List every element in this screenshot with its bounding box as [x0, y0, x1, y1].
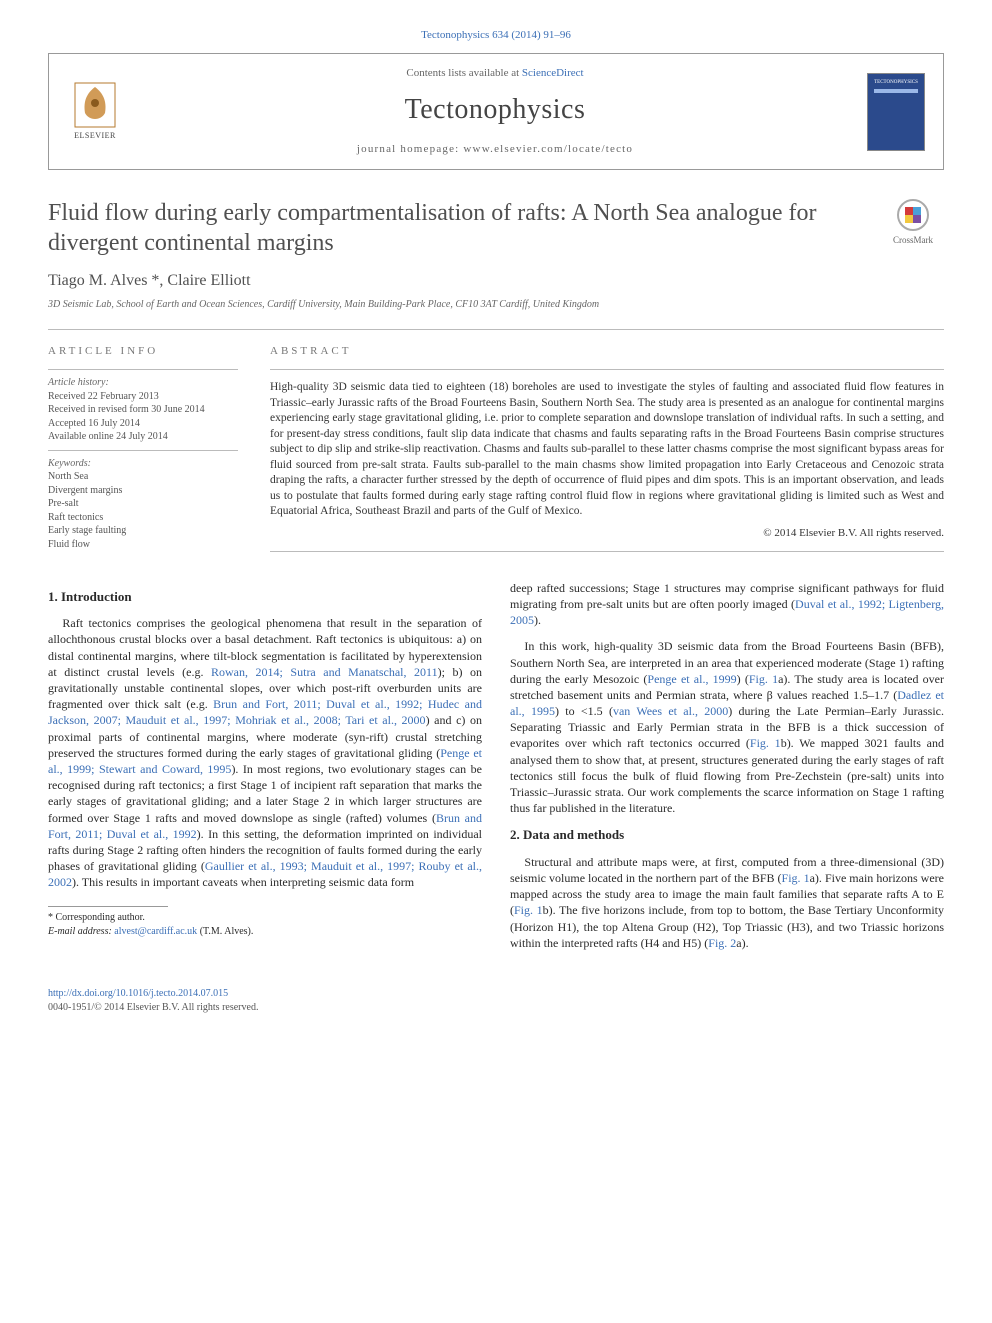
figure-link[interactable]: Fig. 1	[749, 672, 778, 686]
corr-email-line: E-mail address: alvest@cardiff.ac.uk (T.…	[48, 925, 482, 939]
keywords-label: Keywords:	[48, 457, 238, 471]
issn-line: 0040-1951/© 2014 Elsevier B.V. All right…	[48, 1002, 258, 1013]
crossmark-label: CrossMark	[893, 234, 933, 246]
history-online: Available online 24 July 2014	[48, 430, 238, 444]
corr-email-link[interactable]: alvest@cardiff.ac.uk	[114, 926, 197, 937]
intro-paragraph-2: In this work, high-quality 3D seismic da…	[510, 638, 944, 816]
citation-link[interactable]: Penge et al., 1999	[647, 672, 736, 686]
elsevier-logo: ELSEVIER	[67, 80, 123, 144]
abstract-heading: abstract	[270, 344, 944, 359]
corr-author-line: * Corresponding author.	[48, 911, 482, 925]
article-title: Fluid flow during early compartmentalisa…	[48, 198, 882, 258]
elsevier-text: ELSEVIER	[74, 131, 116, 142]
article-info: article info Article history: Received 2…	[48, 344, 238, 551]
corresponding-author-footnote: * Corresponding author. E-mail address: …	[48, 906, 482, 938]
section-heading-methods: 2. Data and methods	[510, 826, 944, 844]
page-footer: http://dx.doi.org/10.1016/j.tecto.2014.0…	[48, 987, 944, 1014]
keyword: Fluid flow	[48, 538, 238, 552]
journal-header: ELSEVIER Contents lists available at Sci…	[48, 53, 944, 170]
history-received: Received 22 February 2013	[48, 390, 238, 404]
body-columns: 1. Introduction Raft tectonics comprises…	[48, 580, 944, 961]
authors: Tiago M. Alves *, Claire Elliott	[48, 270, 944, 292]
journal-cover-thumb: TECTONOPHYSICS	[867, 73, 925, 151]
section-heading-intro: 1. Introduction	[48, 588, 482, 606]
keyword: Pre-salt	[48, 497, 238, 511]
journal-homepage: journal homepage: www.elsevier.com/locat…	[123, 142, 867, 157]
intro-paragraph-1: Raft tectonics comprises the geological …	[48, 615, 482, 890]
crossmark-badge[interactable]: CrossMark	[882, 198, 944, 246]
citation-line: Tectonophysics 634 (2014) 91–96	[48, 28, 944, 43]
doi-link[interactable]: http://dx.doi.org/10.1016/j.tecto.2014.0…	[48, 988, 228, 999]
citation-link[interactable]: Rowan, 2014; Sutra and Manatschal, 2011	[211, 665, 438, 679]
keyword: North Sea	[48, 470, 238, 484]
figure-link[interactable]: Fig. 1	[750, 736, 781, 750]
abstract-copyright: © 2014 Elsevier B.V. All rights reserved…	[270, 526, 944, 541]
keyword: Early stage faulting	[48, 524, 238, 538]
intro-bridge: deep rafted successions; Stage 1 structu…	[510, 580, 944, 629]
history-accepted: Accepted 16 July 2014	[48, 417, 238, 431]
contents-available: Contents lists available at ScienceDirec…	[123, 66, 867, 81]
methods-paragraph-1: Structural and attribute maps were, at f…	[510, 854, 944, 951]
history-label: Article history:	[48, 376, 238, 390]
figure-link[interactable]: Fig. 2	[708, 936, 736, 950]
article-info-heading: article info	[48, 344, 238, 359]
history-revised: Received in revised form 30 June 2014	[48, 403, 238, 417]
abstract-text: High-quality 3D seismic data tied to eig…	[270, 380, 944, 520]
keyword: Raft tectonics	[48, 511, 238, 525]
keyword: Divergent margins	[48, 484, 238, 498]
divider	[48, 329, 944, 330]
affiliation: 3D Seismic Lab, School of Earth and Ocea…	[48, 298, 944, 312]
figure-link[interactable]: Fig. 1	[782, 871, 810, 885]
journal-title: Tectonophysics	[123, 91, 867, 129]
sciencedirect-link[interactable]: ScienceDirect	[522, 67, 584, 79]
abstract: abstract High-quality 3D seismic data ti…	[270, 344, 944, 551]
citation-link[interactable]: van Wees et al., 2000	[613, 704, 728, 718]
figure-link[interactable]: Fig. 1	[514, 903, 543, 917]
